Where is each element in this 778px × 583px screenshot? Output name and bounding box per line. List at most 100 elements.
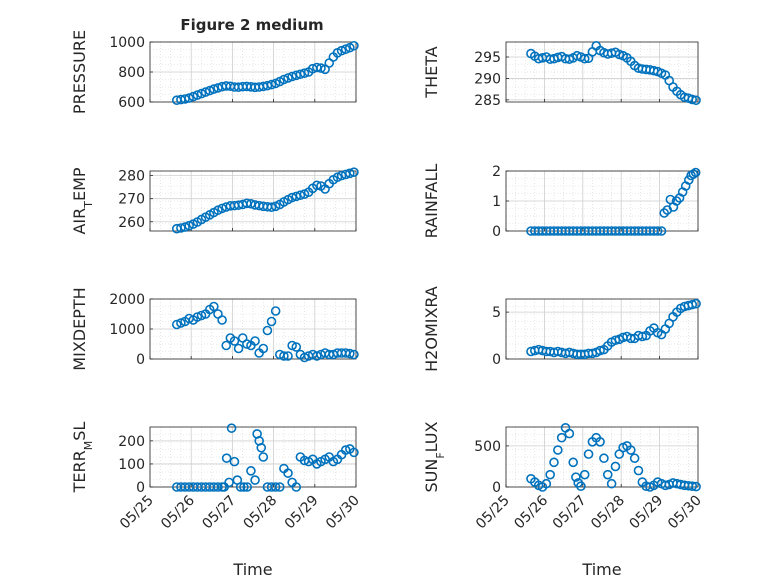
data-point (349, 40, 359, 51)
x-tick-label: 05/26 (158, 492, 198, 532)
y-tick-label: 1 (492, 194, 501, 210)
data-point (633, 465, 644, 476)
data-point (283, 351, 293, 361)
data-point (283, 73, 293, 83)
data-point (287, 192, 297, 203)
data-point (312, 180, 322, 191)
x-tick-label: 05/25 (117, 493, 157, 533)
y-axis-label: SUNFLUX (422, 421, 447, 492)
axes-box (149, 170, 357, 232)
data-point (541, 478, 552, 489)
y-tick-label: 200 (118, 434, 145, 450)
data-point (291, 342, 302, 352)
y-axis-label: PRESSURE (70, 30, 89, 114)
data-point (349, 349, 359, 360)
data-point (221, 453, 232, 463)
data-point (595, 436, 605, 447)
data-point (652, 226, 663, 236)
x-tick-label: 05/27 (550, 493, 590, 533)
y-axis-label: MIXDEPTH (70, 287, 89, 370)
y-tick-label: 280 (118, 169, 145, 185)
y-tick-label: 295 (474, 50, 501, 66)
x-tick-label: 05/27 (199, 493, 239, 533)
data-point (316, 63, 326, 73)
data-point (180, 94, 190, 104)
x-tick-label: 05/29 (282, 493, 322, 533)
data-point (262, 325, 273, 336)
subplot-5: 0 1000 2000 MIXDEPTH (70, 287, 359, 371)
data-point (209, 84, 219, 94)
data-point (176, 223, 186, 233)
data-point (266, 202, 277, 213)
data-point (691, 298, 701, 309)
y-tick-label: 290 (474, 71, 501, 87)
x-tick-label: 05/26 (511, 492, 551, 532)
axes-box (149, 426, 357, 488)
data-point (262, 80, 273, 91)
data-point (266, 316, 277, 327)
data-point (274, 482, 285, 492)
data-point (691, 95, 701, 106)
data-point (204, 85, 215, 96)
data-point (599, 453, 609, 464)
data-point (687, 299, 698, 310)
subplot-1: 600 800 1000 PRESSURE (70, 30, 359, 114)
data-point (549, 457, 559, 468)
x-tick-label: 05/30 (323, 493, 363, 533)
data-point (571, 472, 581, 482)
data-point (691, 481, 701, 492)
data-point (226, 423, 237, 433)
data-point (583, 449, 594, 459)
y-tick-label: 600 (118, 95, 145, 111)
subplot-2: 285 290 295 THETA (422, 41, 701, 109)
data-point (340, 169, 351, 180)
data-point (336, 170, 347, 181)
figure-title: Figure 2 medium (180, 16, 323, 34)
data-point (266, 79, 277, 90)
subplot-4: 0 1 2 RAINFALL (422, 164, 701, 240)
data-point (217, 203, 227, 214)
data-point (224, 477, 234, 488)
data-point (345, 168, 355, 179)
data-point (229, 336, 240, 346)
data-point (637, 331, 648, 342)
x-tick-label: 05/25 (473, 493, 513, 533)
data-point (258, 343, 269, 354)
data-point (188, 91, 199, 102)
y-tick-label: 0 (136, 352, 145, 368)
y-tick-label: 1000 (109, 35, 145, 51)
data-point (349, 167, 359, 177)
data-point (217, 315, 227, 325)
data-point (250, 475, 260, 485)
data-point (196, 88, 207, 99)
y-tick-label: 5 (492, 305, 501, 321)
data-point (312, 351, 322, 361)
data-point (229, 456, 240, 467)
x-tick-label: 05/30 (665, 493, 705, 533)
data-point (196, 310, 207, 321)
data-point (250, 336, 260, 346)
data-point (256, 442, 267, 453)
data-point (279, 74, 289, 85)
data-point (258, 452, 269, 462)
y-tick-label: 800 (118, 65, 145, 81)
data-point (602, 469, 613, 480)
axes-box (505, 426, 699, 488)
y-tick-label: 0 (492, 352, 501, 368)
data-point (209, 301, 219, 312)
y-tick-label: 1000 (109, 322, 145, 338)
data-point (239, 482, 249, 492)
y-tick-label: 100 (118, 457, 145, 473)
data-point (299, 68, 310, 78)
y-tick-label: 2 (492, 164, 501, 180)
data-point (336, 45, 347, 56)
y-tick-label: 0 (492, 480, 501, 496)
y-tick-label: 0 (136, 480, 145, 496)
data-point (553, 445, 563, 455)
data-point (242, 339, 252, 349)
axes-box (505, 41, 699, 103)
data-point (246, 466, 256, 476)
data-point (564, 428, 575, 439)
data-point (556, 432, 567, 443)
